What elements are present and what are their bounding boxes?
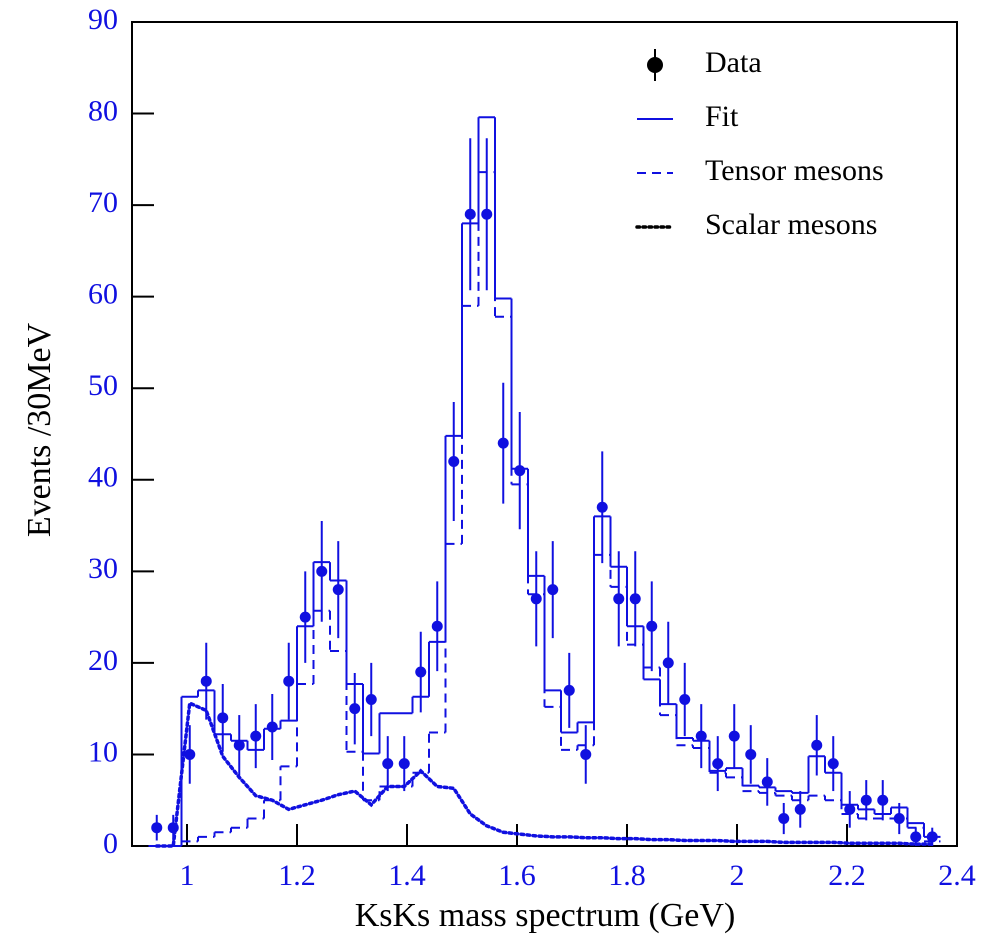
data-point — [497, 437, 509, 449]
data-point — [679, 694, 691, 706]
data-point — [332, 584, 344, 596]
data-point — [415, 666, 427, 678]
data-point — [613, 593, 625, 605]
data-point — [877, 794, 889, 806]
y-tick-label: 0 — [103, 827, 118, 860]
data-point — [745, 748, 757, 760]
data-point — [217, 712, 229, 724]
data-point — [316, 565, 328, 577]
y-tick-label: 80 — [88, 94, 118, 127]
y-tick-label: 10 — [88, 735, 118, 768]
data-point — [464, 208, 476, 220]
legend-label: Tensor mesons — [705, 154, 884, 187]
data-point — [200, 675, 212, 687]
data-point — [860, 794, 872, 806]
data-point — [530, 593, 542, 605]
data-point — [283, 675, 295, 687]
data-point — [481, 208, 493, 220]
data-point — [299, 611, 311, 623]
x-tick-label: 1.8 — [608, 859, 646, 892]
data-point — [580, 748, 592, 760]
data-point — [266, 721, 278, 733]
data-point — [250, 730, 262, 742]
data-point — [629, 593, 641, 605]
plot-frame — [131, 21, 958, 847]
data-point — [811, 739, 823, 751]
data-point — [778, 813, 790, 825]
data-point — [646, 620, 658, 632]
data-point — [398, 758, 410, 770]
data-point — [910, 831, 922, 843]
x-tick-label: 2 — [730, 859, 745, 892]
data-point — [514, 465, 526, 477]
data-point — [695, 730, 707, 742]
data-point — [827, 758, 839, 770]
data-point — [712, 758, 724, 770]
legend-label: Scalar mesons — [705, 208, 877, 241]
x-tick-label: 1.2 — [278, 859, 316, 892]
data-point — [365, 694, 377, 706]
data-point — [349, 703, 361, 715]
data-point — [382, 758, 394, 770]
x-tick-label: 1 — [180, 859, 195, 892]
x-tick-label: 2.4 — [938, 859, 976, 892]
data-point — [151, 822, 163, 834]
legend-symbol — [647, 57, 663, 73]
y-tick-label: 40 — [88, 461, 118, 494]
x-tick-label: 2.2 — [828, 859, 866, 892]
x-tick-label: 1.4 — [388, 859, 426, 892]
x-axis-title: KsKs mass spectrum (GeV) — [355, 897, 736, 934]
legend-label: Data — [705, 46, 762, 79]
data-point — [547, 584, 559, 596]
data-point — [448, 455, 460, 467]
y-axis-title: Events /30MeV — [21, 322, 58, 537]
data-point — [761, 776, 773, 788]
y-tick-label: 50 — [88, 369, 118, 402]
x-tick-label: 1.6 — [498, 859, 536, 892]
data-point — [662, 657, 674, 669]
y-tick-label: 70 — [88, 186, 118, 219]
y-tick-label: 60 — [88, 278, 118, 311]
legend-label: Fit — [705, 100, 739, 133]
scalar-curve — [155, 700, 934, 848]
y-tick-label: 20 — [88, 644, 118, 677]
data-point — [844, 803, 856, 815]
data-point — [233, 739, 245, 751]
data-point — [596, 501, 608, 513]
data-point — [563, 684, 575, 696]
data-point — [431, 620, 443, 632]
data-point — [184, 748, 196, 760]
y-tick-label: 90 — [88, 3, 118, 36]
data-point — [794, 803, 806, 815]
data-point — [728, 730, 740, 742]
y-tick-label: 30 — [88, 552, 118, 585]
